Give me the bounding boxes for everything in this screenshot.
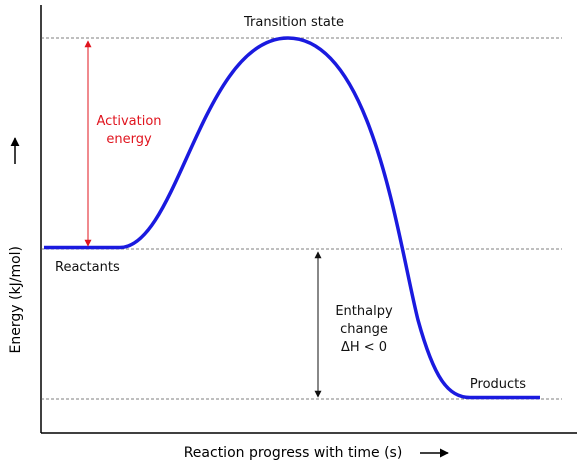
enthalpy-label-line2: change: [340, 322, 388, 337]
enthalpy-label-line1: Enthalpy: [335, 304, 393, 319]
products-label: Products: [470, 377, 526, 392]
transition-state-label: Transition state: [243, 15, 344, 30]
y-axis-label: Energy (kJ/mol): [8, 246, 24, 353]
activation-energy-label-line1: Activation: [96, 114, 161, 129]
x-axis-label: Reaction progress with time (s): [184, 445, 403, 461]
enthalpy-label-line3: ΔH < 0: [341, 340, 387, 355]
reactants-label: Reactants: [55, 260, 120, 275]
activation-energy-label-line2: energy: [106, 132, 152, 147]
energy-curve: [44, 36, 540, 400]
